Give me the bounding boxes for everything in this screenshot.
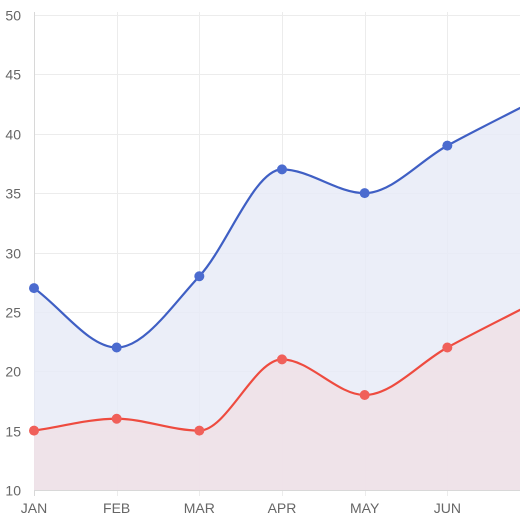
series-2-point[interactable]: [442, 342, 453, 353]
y-tick-label: 20: [5, 364, 21, 380]
series-1-point[interactable]: [111, 342, 122, 353]
series-2-area: [34, 309, 520, 490]
x-tick-label: JAN: [21, 500, 47, 516]
series-1-point[interactable]: [194, 271, 205, 282]
x-tick-label: FEB: [103, 500, 130, 516]
x-tick-label: APR: [268, 500, 297, 516]
point-layer: [29, 140, 453, 436]
series-1-point[interactable]: [277, 164, 287, 175]
area-layer: [34, 108, 520, 490]
series-2-point[interactable]: [277, 354, 287, 365]
y-tick-label: 50: [5, 8, 21, 24]
tick-layer: 10 15 20 25 30 35 40 45 50 JAN FEB MAR APR MAY JUN: [5, 8, 461, 517]
x-tick-label: JUN: [434, 500, 461, 516]
y-tick-label: 25: [5, 305, 21, 321]
y-tick-label: 30: [5, 246, 21, 262]
x-tick-label: MAR: [184, 500, 215, 516]
series-2-point[interactable]: [194, 425, 205, 436]
series-1-point[interactable]: [29, 283, 39, 294]
series-2-point[interactable]: [359, 390, 370, 400]
series-1-point[interactable]: [442, 140, 453, 151]
x-tick-label: MAY: [350, 500, 380, 516]
y-tick-label: 15: [5, 424, 21, 440]
y-tick-label: 45: [5, 67, 21, 83]
y-tick-label: 35: [5, 186, 21, 202]
series-1-point[interactable]: [359, 188, 370, 199]
series-2-point[interactable]: [111, 413, 122, 424]
y-tick-label: 40: [5, 127, 21, 143]
y-tick-label: 10: [5, 483, 21, 499]
series-2-point[interactable]: [29, 425, 39, 436]
